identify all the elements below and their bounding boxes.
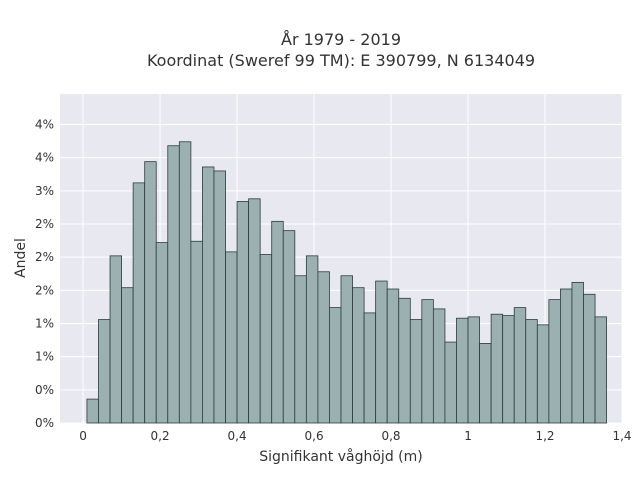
- histogram-bar: [144, 161, 157, 424]
- x-tick-label: 0,8: [381, 429, 400, 443]
- y-tick-label: 3%: [35, 184, 54, 198]
- bar-layer: [86, 141, 608, 424]
- histogram-bar: [98, 319, 111, 424]
- x-tick-label: 1: [464, 429, 472, 443]
- histogram-bar: [225, 251, 238, 424]
- histogram-bar: [202, 166, 215, 424]
- y-tick-label: 0%: [35, 416, 54, 430]
- histogram-bar: [121, 287, 134, 424]
- histogram-bar: [305, 255, 319, 424]
- histogram-bar: [236, 201, 250, 424]
- histogram-bar: [375, 280, 388, 424]
- histogram-bar: [456, 317, 469, 424]
- histogram-bar: [109, 255, 122, 424]
- histogram-bar: [513, 307, 527, 424]
- x-tick-label: 1,4: [612, 429, 631, 443]
- histogram-bar: [560, 288, 573, 424]
- x-axis-label: Signifikant våghöjd (m): [259, 448, 422, 465]
- histogram-bar: [536, 324, 550, 424]
- histogram-bar: [329, 307, 342, 424]
- histogram-bar: [340, 275, 353, 424]
- y-tick-label: 4%: [35, 118, 54, 132]
- histogram-bar: [398, 297, 411, 424]
- tick-layer: 0 0,2 0,4 0,6 0,8 1 1,2 1,4 0% 0% 1% 1% 2% 2% 2% 3% 4% 4%: [35, 118, 632, 443]
- histogram-bar: [583, 293, 596, 424]
- y-tick-label: 4%: [35, 151, 54, 165]
- histogram-bar: [479, 343, 492, 424]
- histogram-bar: [444, 341, 457, 424]
- histogram-bar: [294, 275, 307, 424]
- histogram-bar: [178, 141, 192, 424]
- y-tick-label: 2%: [35, 250, 54, 264]
- histogram-bar: [282, 230, 296, 424]
- x-tick-label: 0,2: [151, 429, 170, 443]
- histogram-bar: [421, 299, 434, 424]
- histogram-bar: [190, 240, 203, 424]
- histogram-bar: [317, 271, 330, 424]
- histogram-bar: [571, 281, 584, 424]
- histogram-bar: [490, 313, 504, 424]
- histogram-bar: [525, 319, 538, 424]
- histogram-bar: [248, 198, 261, 424]
- histogram-bar: [155, 242, 169, 424]
- histogram-bar: [594, 316, 608, 424]
- histogram-bar: [352, 287, 365, 424]
- histogram-bar: [213, 170, 226, 424]
- y-tick-label: 2%: [35, 283, 54, 297]
- y-tick-label: 0%: [35, 383, 54, 397]
- histogram-bar: [271, 220, 284, 424]
- histogram-bar: [467, 316, 480, 424]
- x-tick-label: 0: [79, 429, 87, 443]
- x-tick-label: 0,6: [305, 429, 324, 443]
- histogram-bar: [363, 312, 377, 424]
- x-tick-label: 1,2: [535, 429, 554, 443]
- histogram-bar: [548, 299, 561, 424]
- y-tick-label: 1%: [35, 317, 54, 331]
- y-axis-label: Andel: [13, 238, 29, 278]
- chart-subtitle: Koordinat (Sweref 99 TM): E 390799, N 61…: [147, 51, 535, 70]
- histogram-bar: [409, 319, 423, 424]
- y-tick-label: 2%: [35, 217, 54, 231]
- chart-title: År 1979 - 2019: [281, 30, 401, 49]
- histogram-bar: [167, 145, 180, 424]
- histogram-bar: [86, 398, 99, 424]
- histogram-bar: [502, 315, 515, 424]
- y-tick-label: 1%: [35, 350, 54, 364]
- histogram-bar: [386, 288, 400, 424]
- x-tick-label: 0,4: [228, 429, 247, 443]
- histogram-bar: [132, 182, 146, 424]
- histogram-bar: [259, 254, 273, 424]
- histogram-bar: [432, 308, 446, 424]
